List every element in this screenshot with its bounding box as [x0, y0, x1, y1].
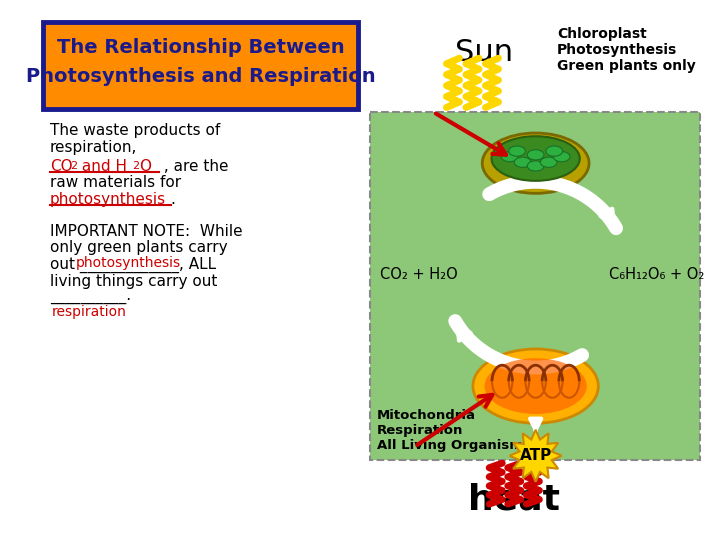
Text: heat: heat	[468, 482, 560, 516]
Text: , are the: , are the	[159, 159, 229, 173]
Ellipse shape	[540, 157, 557, 167]
Text: CO₂ + H₂O: CO₂ + H₂O	[379, 267, 457, 282]
Ellipse shape	[473, 349, 598, 423]
Ellipse shape	[514, 157, 531, 167]
Ellipse shape	[485, 358, 587, 414]
Ellipse shape	[527, 150, 544, 160]
Text: respiration,: respiration,	[50, 140, 138, 155]
Text: 2: 2	[132, 161, 140, 171]
Text: Chloroplast
Photosynthesis
Green plants only: Chloroplast Photosynthesis Green plants …	[557, 26, 696, 73]
Ellipse shape	[509, 146, 526, 156]
FancyBboxPatch shape	[370, 112, 700, 461]
Text: C₆H₁₂O₆ + O₂: C₆H₁₂O₆ + O₂	[609, 267, 705, 282]
Text: living things carry out: living things carry out	[50, 274, 217, 289]
Text: O: O	[139, 159, 151, 173]
Text: raw materials for: raw materials for	[50, 176, 181, 190]
Text: The waste products of: The waste products of	[50, 123, 220, 138]
Text: __________.: __________.	[50, 291, 131, 306]
Text: The Relationship Between: The Relationship Between	[56, 38, 344, 57]
Polygon shape	[510, 430, 562, 482]
Ellipse shape	[501, 152, 518, 162]
FancyBboxPatch shape	[43, 22, 359, 109]
Ellipse shape	[527, 161, 544, 171]
Ellipse shape	[482, 133, 589, 193]
Text: photosynthesis: photosynthesis	[76, 256, 181, 270]
Ellipse shape	[546, 146, 562, 156]
Text: photosynthesis: photosynthesis	[50, 192, 166, 207]
Text: respiration: respiration	[52, 305, 127, 319]
Text: CO: CO	[50, 159, 73, 173]
Text: 2: 2	[71, 161, 78, 171]
Text: .: .	[171, 192, 176, 207]
Text: only green plants carry: only green plants carry	[50, 240, 228, 255]
Text: Mitochondria
Respiration
All Living Organisms!: Mitochondria Respiration All Living Orga…	[377, 409, 537, 453]
Ellipse shape	[553, 152, 570, 162]
Text: Photosynthesis and Respiration: Photosynthesis and Respiration	[25, 68, 375, 86]
Text: out _____________, ALL: out _____________, ALL	[50, 257, 216, 273]
Text: and H: and H	[77, 159, 127, 173]
Ellipse shape	[492, 136, 580, 181]
Text: Sun: Sun	[456, 38, 513, 67]
Text: ATP: ATP	[520, 448, 552, 463]
Text: IMPORTANT NOTE:  While: IMPORTANT NOTE: While	[50, 224, 243, 239]
